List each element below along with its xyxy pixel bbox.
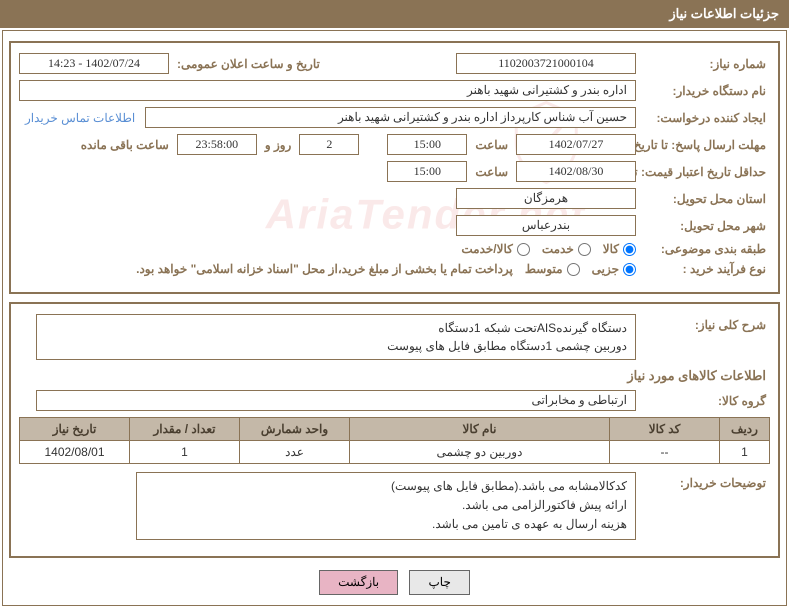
- row-requester: ایجاد کننده درخواست: حسین آب شناس کارپرد…: [19, 107, 770, 128]
- th-name: نام کالا: [350, 418, 610, 441]
- validity-label: حداقل تاریخ اعتبار قیمت: تا تاریخ:: [640, 165, 770, 179]
- city-value: بندرعباس: [456, 215, 636, 236]
- requester-label: ایجاد کننده درخواست:: [640, 111, 770, 125]
- summary-box: دستگاه گیرندهAISتحت شبکه 1دستگاه دوربین …: [36, 314, 636, 360]
- row-group: گروه کالا: ارتباطی و مخابراتی: [19, 390, 770, 411]
- cell-code: --: [610, 441, 720, 464]
- goods-table: ردیف کد کالا نام کالا واحد شمارش تعداد /…: [19, 417, 770, 464]
- buyer-org-label: نام دستگاه خریدار:: [640, 84, 770, 98]
- radio-service-input[interactable]: [578, 243, 591, 256]
- cell-name: دوربین دو چشمی: [350, 441, 610, 464]
- radio-medium[interactable]: متوسط: [525, 262, 580, 276]
- outer-container: AriaTender.net شماره نیاز: 1102003721000…: [2, 30, 787, 606]
- radio-service[interactable]: خدمت: [542, 242, 591, 256]
- need-no-value: 1102003721000104: [456, 53, 636, 74]
- row-summary: شرح کلی نیاز: دستگاه گیرندهAISتحت شبکه 1…: [19, 314, 770, 360]
- table-row: 1 -- دوربین دو چشمی عدد 1 1402/08/01: [20, 441, 770, 464]
- radio-goods[interactable]: کالا: [603, 242, 636, 256]
- remaining-label: ساعت باقی مانده: [77, 138, 173, 152]
- radio-partial[interactable]: جزیی: [592, 262, 636, 276]
- table-header-row: ردیف کد کالا نام کالا واحد شمارش تعداد /…: [20, 418, 770, 441]
- back-button[interactable]: بازگشت: [319, 570, 398, 595]
- radio-goods-input[interactable]: [623, 243, 636, 256]
- details-section: شرح کلی نیاز: دستگاه گیرندهAISتحت شبکه 1…: [9, 302, 780, 558]
- announce-label: تاریخ و ساعت اعلان عمومی:: [173, 57, 324, 71]
- buyer-org-value: اداره بندر و کشتیرانی شهید باهنر: [19, 80, 636, 101]
- group-label: گروه کالا:: [640, 394, 770, 408]
- page-header: جزئیات اطلاعات نیاز: [0, 0, 789, 28]
- button-row: چاپ بازگشت: [9, 570, 780, 595]
- row-city: شهر محل تحویل: بندرعباس: [19, 215, 770, 236]
- validity-time: 15:00: [387, 161, 467, 182]
- goods-info-title: اطلاعات کالاهای مورد نیاز: [23, 368, 766, 384]
- province-label: استان محل تحویل:: [640, 192, 770, 206]
- row-buyer-org: نام دستگاه خریدار: اداره بندر و کشتیرانی…: [19, 80, 770, 101]
- need-no-label: شماره نیاز:: [640, 57, 770, 71]
- row-process: نوع فرآیند خرید : جزیی متوسط پرداخت تمام…: [19, 262, 770, 276]
- process-label: نوع فرآیند خرید :: [640, 262, 770, 276]
- row-buyer-desc: توضیحات خریدار: کدکالامشابه می باشد.(مطا…: [19, 472, 770, 540]
- summary-line2: دوربین چشمی 1دستگاه مطابق فایل های پیوست: [45, 337, 627, 355]
- requester-value: حسین آب شناس کارپرداز اداره بندر و کشتیر…: [145, 107, 636, 128]
- category-radio-group: کالا خدمت کالا/خدمت: [461, 242, 636, 256]
- th-unit: واحد شمارش: [240, 418, 350, 441]
- validity-date: 1402/08/30: [516, 161, 636, 182]
- group-value: ارتباطی و مخابراتی: [36, 390, 636, 411]
- time-label-2: ساعت: [471, 165, 512, 179]
- page-title: جزئیات اطلاعات نیاز: [669, 6, 779, 21]
- contact-link[interactable]: اطلاعات تماس خریدار: [19, 111, 141, 125]
- radio-both[interactable]: کالا/خدمت: [461, 242, 529, 256]
- deadline-time: 15:00: [387, 134, 467, 155]
- radio-medium-input[interactable]: [567, 263, 580, 276]
- desc-line1: کدکالامشابه می باشد.(مطابق فایل های پیوس…: [145, 477, 627, 496]
- row-province: استان محل تحویل: هرمزگان: [19, 188, 770, 209]
- row-deadline: مهلت ارسال پاسخ: تا تاریخ: 1402/07/27 سا…: [19, 134, 770, 155]
- cell-unit: عدد: [240, 441, 350, 464]
- process-radio-group: جزیی متوسط: [525, 262, 636, 276]
- cell-row: 1: [720, 441, 770, 464]
- time-label-1: ساعت: [471, 138, 512, 152]
- buyer-desc-label: توضیحات خریدار:: [640, 472, 770, 490]
- days-and-label: روز و: [261, 138, 296, 152]
- cell-qty: 1: [130, 441, 240, 464]
- buyer-desc-box: کدکالامشابه می باشد.(مطابق فایل های پیوس…: [136, 472, 636, 540]
- province-value: هرمزگان: [456, 188, 636, 209]
- th-row: ردیف: [720, 418, 770, 441]
- remaining-time: 23:58:00: [177, 134, 257, 155]
- th-code: کد کالا: [610, 418, 720, 441]
- form-section: AriaTender.net شماره نیاز: 1102003721000…: [9, 41, 780, 294]
- th-qty: تعداد / مقدار: [130, 418, 240, 441]
- print-button[interactable]: چاپ: [409, 570, 469, 595]
- desc-line2: ارائه پیش فاکتورالزامی می باشد.: [145, 496, 627, 515]
- category-label: طبقه بندی موضوعی:: [640, 242, 770, 256]
- summary-label: شرح کلی نیاز:: [640, 314, 770, 332]
- row-validity: حداقل تاریخ اعتبار قیمت: تا تاریخ: 1402/…: [19, 161, 770, 182]
- deadline-date: 1402/07/27: [516, 134, 636, 155]
- radio-partial-input[interactable]: [623, 263, 636, 276]
- desc-line3: هزینه ارسال به عهده ی تامین می باشد.: [145, 515, 627, 534]
- radio-both-input[interactable]: [517, 243, 530, 256]
- deadline-label: مهلت ارسال پاسخ: تا تاریخ:: [640, 138, 770, 152]
- row-need-number: شماره نیاز: 1102003721000104 تاریخ و ساع…: [19, 53, 770, 74]
- summary-line1: دستگاه گیرندهAISتحت شبکه 1دستگاه: [45, 319, 627, 337]
- cell-date: 1402/08/01: [20, 441, 130, 464]
- th-date: تاریخ نیاز: [20, 418, 130, 441]
- row-category: طبقه بندی موضوعی: کالا خدمت کالا/خدمت: [19, 242, 770, 256]
- days-count: 2: [299, 134, 359, 155]
- announce-value: 1402/07/24 - 14:23: [19, 53, 169, 74]
- city-label: شهر محل تحویل:: [640, 219, 770, 233]
- process-note: پرداخت تمام یا بخشی از مبلغ خرید،از محل …: [136, 262, 521, 276]
